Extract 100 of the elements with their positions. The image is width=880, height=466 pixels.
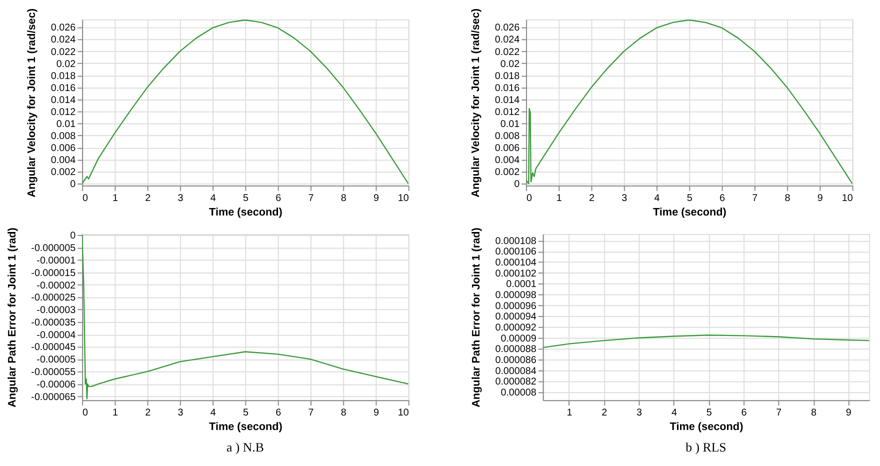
y-tick-label: 0.000082 <box>495 376 536 388</box>
y-tick-label: 0.016 <box>50 82 76 94</box>
x-tick-label: 1 <box>112 407 118 418</box>
x-tick-label: 7 <box>752 192 758 204</box>
y-tick-label: 0.006 <box>494 143 520 154</box>
y-tick-label: 0.00009 <box>500 333 537 344</box>
x-tick-label: 10 <box>398 192 410 204</box>
y-tick-label: 0.000104 <box>495 258 537 269</box>
y-tick-label: 0.000098 <box>495 290 537 302</box>
y-tick-label: 0.000094 <box>495 312 537 323</box>
x-tick-label: 1 <box>566 407 573 418</box>
y-tick-label: 0.000096 <box>495 300 537 312</box>
y-tick-label: 0.016 <box>494 82 520 94</box>
y-tick-label: -0.000065 <box>31 392 76 403</box>
x-tick-label: 1 <box>556 192 562 204</box>
x-tick-label: 4 <box>654 192 660 204</box>
x-tick-label: 7 <box>308 192 314 204</box>
y-tick-label: -0.000055 <box>31 367 76 378</box>
y-tick-label: 0.012 <box>50 106 76 118</box>
x-tick-label: 5 <box>242 192 249 204</box>
text: b ) RLS <box>686 440 726 454</box>
x-tick-label: 3 <box>622 192 628 204</box>
y-tick-label: 0.012 <box>494 106 520 118</box>
y-tick-label: 0.0001 <box>506 279 537 290</box>
x-tick-label: 0 <box>82 407 89 418</box>
x-tick-label: 8 <box>811 407 818 418</box>
x-tick-label: 4 <box>210 407 216 418</box>
x-axis-title: Time (second) <box>208 421 283 434</box>
y-tick-label: 0.022 <box>494 46 520 58</box>
x-tick-label: 5 <box>686 192 693 204</box>
text: a ) N.B <box>226 440 264 454</box>
y-tick-label: 0.022 <box>50 46 76 58</box>
y-tick-label: -0.000005 <box>31 243 76 254</box>
y-axis-title: Angular Path Error for Joint 1 (rad) <box>470 227 482 408</box>
y-tick-label: 0.002 <box>494 167 520 178</box>
y-tick-label: -0.000035 <box>31 317 76 328</box>
y-axis-title: Angular Velocity for Joint 1 (rad/sec) <box>470 8 482 198</box>
x-tick-label: 9 <box>373 407 380 418</box>
y-tick-label: 0 <box>70 230 76 242</box>
y-tick-label: 0.018 <box>50 70 76 82</box>
x-tick-label: 7 <box>308 407 314 418</box>
y-tick-label: 0.02 <box>56 58 76 70</box>
y-tick-label: -0.000045 <box>31 342 76 354</box>
y-tick-label: 0.026 <box>50 22 76 34</box>
y-tick-label: 0.00008 <box>500 387 537 398</box>
x-tick-label: 10 <box>398 407 410 418</box>
x-axis-title: Time (second) <box>208 206 283 219</box>
x-tick-label: 5 <box>706 407 712 418</box>
line-series <box>542 334 870 348</box>
y-tick-label: 0 <box>70 179 76 190</box>
x-tick-label: 8 <box>784 192 791 204</box>
y-tick-label: -0.000025 <box>31 292 76 304</box>
x-tick-label: 4 <box>671 407 678 418</box>
x-tick-label: 3 <box>178 407 184 418</box>
x-tick-label: 5 <box>242 407 249 418</box>
x-tick-label: 0 <box>82 192 89 204</box>
y-tick-label: 0.000108 <box>495 236 537 247</box>
y-tick-label: 0 <box>514 179 520 190</box>
x-tick-label: 1 <box>112 192 118 204</box>
x-axis-title: Time (second) <box>652 206 727 219</box>
x-tick-label: 6 <box>276 407 282 418</box>
y-axis-title: Angular Path Error for Joint 1 (rad) <box>6 227 18 408</box>
y-tick-label: 0.018 <box>494 70 520 82</box>
y-tick-label: 0.000106 <box>495 246 537 258</box>
x-tick-label: 3 <box>636 407 643 418</box>
y-tick-label: -0.00003 <box>36 305 76 316</box>
x-tick-label: 7 <box>776 407 782 418</box>
y-tick-label: -0.00006 <box>36 379 76 390</box>
y-tick-label: 0.000084 <box>495 366 537 377</box>
x-tick-label: 6 <box>741 407 748 418</box>
y-tick-label: 0.024 <box>494 34 520 46</box>
y-tick-label: -0.000015 <box>31 268 76 279</box>
y-tick-label: 0.000086 <box>495 354 537 366</box>
y-tick-label: 0.004 <box>494 155 520 166</box>
y-tick-label: 0.000088 <box>495 344 537 356</box>
y-tick-label: 0.01 <box>56 118 76 130</box>
y-tick-label: 0.008 <box>50 131 76 142</box>
y-tick-label: -0.00002 <box>36 280 76 292</box>
x-tick-label: 8 <box>340 407 347 418</box>
x-tick-label: 6 <box>276 192 282 204</box>
y-tick-label: 0.01 <box>500 118 520 130</box>
y-axis-title: Angular Velocity for Joint 1 (rad/sec) <box>26 8 38 198</box>
y-tick-label: -0.00004 <box>36 330 76 341</box>
x-tick-label: 2 <box>145 192 151 204</box>
x-tick-label: 2 <box>145 407 151 418</box>
x-tick-label: 4 <box>210 192 216 204</box>
y-tick-label: 0.006 <box>50 143 76 154</box>
y-tick-label: 0.004 <box>50 155 76 166</box>
x-tick-label: 9 <box>817 192 824 204</box>
y-tick-label: 0.014 <box>50 94 76 106</box>
y-tick-label: 0.014 <box>494 94 520 106</box>
y-tick-label: 0.008 <box>494 131 520 142</box>
y-tick-label: 0.002 <box>50 167 76 178</box>
x-tick-label: 9 <box>373 192 380 204</box>
x-tick-label: 2 <box>602 407 608 418</box>
y-tick-label: 0.000092 <box>495 322 536 334</box>
y-tick-label: 0.024 <box>50 34 76 46</box>
y-tick-label: 0.02 <box>500 58 520 70</box>
y-tick-label: -0.00001 <box>36 255 76 266</box>
x-tick-label: 9 <box>846 407 852 418</box>
